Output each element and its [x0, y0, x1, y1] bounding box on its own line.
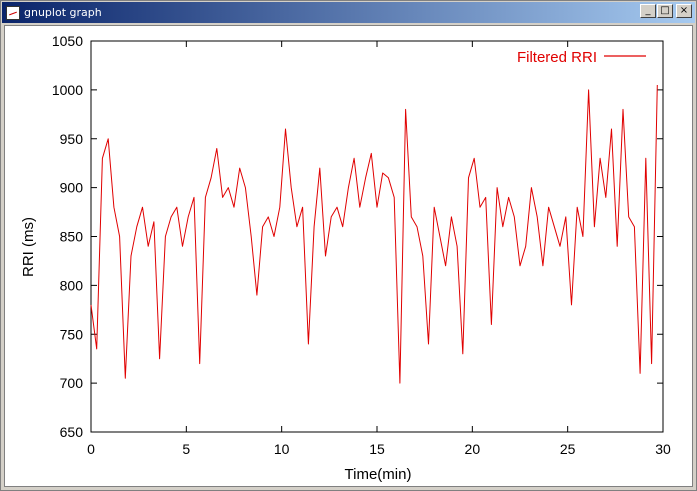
- title-bar[interactable]: gnuplot graph _ □ ×: [2, 2, 695, 23]
- x-tick-label: 0: [87, 441, 95, 457]
- minimize-button[interactable]: _: [640, 4, 656, 18]
- x-tick-label: 30: [655, 441, 671, 457]
- y-tick-label: 750: [60, 326, 84, 342]
- x-tick-label: 25: [560, 441, 576, 457]
- legend-label: Filtered RRI: [517, 49, 597, 66]
- x-axis-label: Time(min): [345, 466, 412, 483]
- x-tick-label: 5: [182, 441, 190, 457]
- rri-line-chart: 0 5 10 15 20 25 30 650 700 750 800 850 900 950 1000 105…: [20, 33, 671, 483]
- y-tick-label: 850: [60, 229, 84, 245]
- y-tick-label: 950: [60, 131, 84, 147]
- gnuplot-app-icon[interactable]: [6, 5, 20, 20]
- close-button[interactable]: ×: [676, 4, 692, 18]
- x-tick-label: 20: [465, 441, 481, 457]
- y-tick-label: 700: [60, 375, 84, 391]
- y-axis-label: RRI (ms): [20, 217, 37, 277]
- maximize-button[interactable]: □: [657, 4, 673, 18]
- y-tick-label: 800: [60, 277, 84, 293]
- window-controls: _ □ ×: [640, 4, 692, 18]
- series-line-filtered-rri: [90, 84, 658, 384]
- y-tick-label: 1000: [52, 82, 83, 98]
- plot-frame: [90, 40, 664, 433]
- x-tick-label: 15: [369, 441, 385, 457]
- window-title: gnuplot graph: [24, 6, 102, 19]
- x-tick-label: 10: [274, 441, 290, 457]
- y-tick-label: 650: [60, 424, 84, 440]
- plot-area: 0 5 10 15 20 25 30 650 700 750 800 850 900 950 1000 105…: [4, 25, 693, 487]
- legend: Filtered RRI: [517, 49, 646, 66]
- y-tick-label: 900: [60, 180, 84, 196]
- y-tick-label: 1050: [52, 33, 83, 49]
